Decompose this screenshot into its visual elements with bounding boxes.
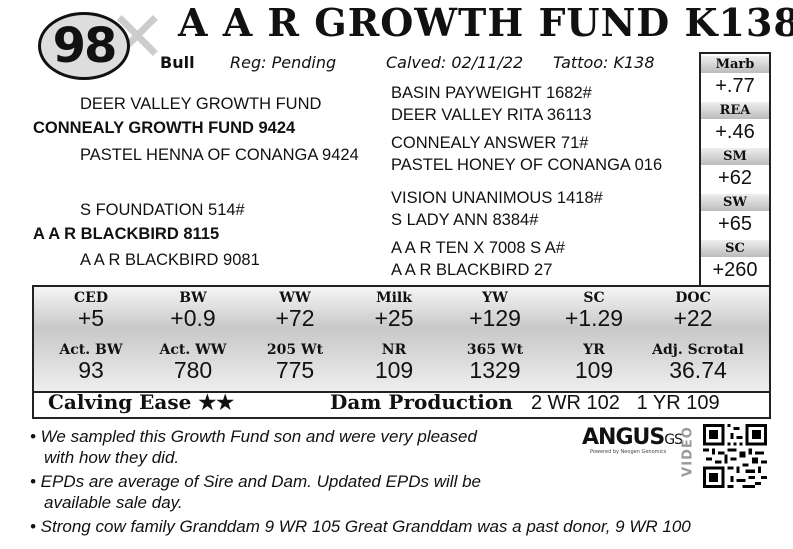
epd-sc: SC +1.29: [549, 290, 639, 330]
epd-value: +129: [469, 305, 521, 331]
epd-bw: BW +0.9: [148, 290, 238, 330]
side-epd-sm: SM +62: [701, 148, 769, 191]
side-epd-value: +65: [718, 213, 752, 235]
actual-header: 205 Wt: [266, 342, 324, 358]
side-epd-value: +260: [712, 259, 758, 281]
actual-value: 93: [78, 357, 104, 383]
logo-suffix: GS: [664, 432, 683, 448]
pedigree-sire: CONNEALY GROWTH FUND 9424: [33, 119, 296, 137]
side-epd-value: +62: [718, 167, 752, 189]
pedigree-dds-sire: A A R TEN X 7008 S A#: [391, 239, 565, 257]
side-epd-label: SM: [701, 148, 769, 165]
side-epd-sc: SC +260: [701, 240, 769, 283]
logo-text: ANGUS: [582, 425, 665, 450]
epd-table: CED +5 BW +0.9 WW +72 Milk +25 YW +129 S…: [32, 285, 771, 393]
actual-header: 365 Wt: [466, 342, 524, 358]
epd-value: +5: [77, 305, 105, 331]
actual-ww: Act. WW 780: [148, 342, 238, 382]
adj-scrotal: Adj. Scrotal 36.74: [638, 342, 758, 382]
side-epd-label: Marb: [701, 56, 769, 73]
actual-value: 1329: [469, 357, 521, 383]
actual-value: 36.74: [669, 357, 727, 383]
epd-doc: DOC +22: [648, 290, 738, 330]
actual-value: 775: [275, 357, 315, 383]
pedigree-dss-sire: VISION UNANIMOUS 1418#: [391, 189, 603, 207]
epd-header: Milk: [376, 290, 412, 306]
side-epd-value: +.77: [715, 75, 755, 97]
epd-value: +1.29: [564, 305, 624, 331]
tattoo: Tattoo: K138: [553, 53, 655, 72]
epd-milk: Milk +25: [349, 290, 439, 330]
epd-header: SC: [583, 290, 605, 306]
page-title: A A R GROWTH FUND K138: [178, 0, 793, 45]
video-text: VIDEO: [680, 426, 696, 477]
video-label: VIDEO: [677, 420, 699, 490]
calving-ease: Calving Ease ★★: [48, 390, 235, 414]
epd-value: +25: [374, 305, 414, 331]
dam-production-label: Dam Production: [330, 390, 513, 414]
epd-ced: CED +5: [46, 290, 136, 330]
nr: NR 109: [349, 342, 439, 382]
actual-bw: Act. BW 93: [46, 342, 136, 382]
pedigree-dds-dam: A A R BLACKBIRD 27: [391, 261, 553, 279]
logo-subtitle: Powered by Neogen Genomics: [590, 449, 667, 455]
note-1-cont: with how they did.: [44, 448, 180, 467]
side-epd-label: SC: [701, 240, 769, 257]
sex-label: Bull: [160, 53, 195, 72]
epd-header: DOC: [675, 290, 711, 306]
registration: Reg: Pending: [230, 53, 337, 72]
epd-value: +72: [275, 305, 315, 331]
lot-number: 98: [52, 18, 118, 74]
pedigree-dss-dam: S LADY ANN 8384#: [391, 211, 539, 229]
pedigree-sire-dam: PASTEL HENNA OF CONANGA 9424: [80, 146, 359, 164]
epd-header: CED: [74, 290, 108, 306]
epd-value: +0.9: [170, 305, 216, 331]
pedigree-sss-sire: BASIN PAYWEIGHT 1682#: [391, 84, 592, 102]
yr: YR 109: [549, 342, 639, 382]
epd-ww: WW +72: [250, 290, 340, 330]
actual-value: 780: [173, 357, 213, 383]
actual-header: NR: [381, 342, 407, 358]
note-1: • We sampled this Growth Fund son and we…: [30, 427, 477, 446]
actual-header: YR: [583, 342, 605, 358]
side-epd-sw: SW +65: [701, 194, 769, 237]
pedigree-sss-dam: DEER VALLEY RITA 36113: [391, 106, 592, 124]
side-epd-label: REA: [701, 102, 769, 119]
epd-yw: YW +129: [450, 290, 540, 330]
side-epd-box: Marb +.77 REA +.46 SM +62 SW +65 SC +260: [699, 52, 771, 288]
qr-code-icon[interactable]: [703, 424, 767, 488]
side-epd-rea: REA +.46: [701, 102, 769, 145]
calved-date: Calved: 02/11/22: [386, 53, 524, 72]
actual-header: Act. WW: [159, 342, 227, 358]
wt-205: 205 Wt 775: [250, 342, 340, 382]
actual-header: Act. BW: [59, 342, 123, 358]
epd-value: +22: [673, 305, 713, 331]
side-epd-marb: Marb +.77: [701, 56, 769, 99]
actual-value: 109: [574, 357, 614, 383]
pedigree-dam-dam: A A R BLACKBIRD 9081: [80, 251, 260, 269]
epd-header: BW: [179, 290, 207, 306]
note-2: • EPDs are average of Sire and Dam. Upda…: [30, 472, 481, 491]
epd-header: WW: [279, 290, 311, 306]
epd-header: YW: [482, 290, 508, 306]
note-2-cont: available sale day.: [44, 493, 183, 512]
actual-value: 109: [374, 357, 414, 383]
note-3: • Strong cow family Granddam 9 WR 105 Gr…: [30, 517, 691, 536]
side-epd-label: SW: [701, 194, 769, 211]
calving-row: Calving Ease ★★ Dam Production 2 WR 102 …: [32, 389, 771, 419]
lot-number-badge: 98: [38, 12, 130, 80]
dam-production-values: 2 WR 102 1 YR 109: [531, 392, 720, 414]
wt-365: 365 Wt 1329: [450, 342, 540, 382]
side-epd-value: +.46: [715, 121, 755, 143]
angus-gs-logo: ANGUSGS: [582, 425, 683, 450]
pedigree-sire-sire: DEER VALLEY GROWTH FUND: [80, 95, 322, 113]
pedigree-sds-sire: CONNEALY ANSWER 71#: [391, 134, 589, 152]
pedigree-dam: A A R BLACKBIRD 8115: [33, 225, 220, 243]
pedigree-dam-sire: S FOUNDATION 514#: [80, 201, 245, 219]
actual-header: Adj. Scrotal: [652, 342, 744, 358]
pedigree-sds-dam: PASTEL HONEY OF CONANGA 016: [391, 156, 663, 174]
